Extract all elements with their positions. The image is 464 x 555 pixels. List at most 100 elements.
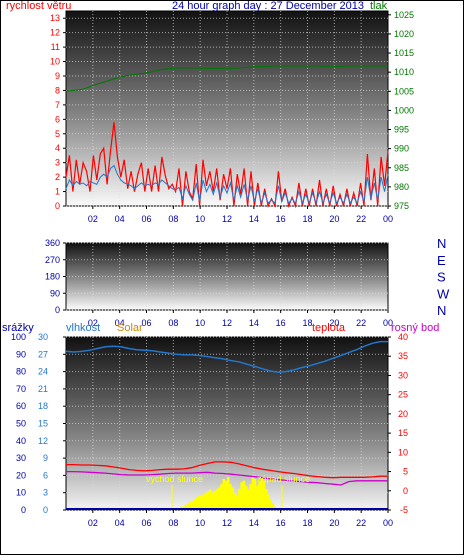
solar-bar — [231, 487, 234, 510]
compass-point-label: N — [437, 303, 446, 318]
solar-bar — [184, 504, 187, 510]
solar-bar — [262, 480, 266, 510]
solar-bar — [260, 477, 263, 510]
x-tick-label: 08 — [168, 318, 178, 328]
x-tick-label: 04 — [115, 318, 125, 328]
x-tick-label: 20 — [329, 318, 339, 328]
sunset-annotation: západ slunce — [257, 474, 310, 484]
solar-bar — [218, 487, 221, 510]
pressure-tick: 975 — [394, 201, 409, 211]
solar-bar — [204, 492, 208, 510]
x-tick-label: 16 — [276, 318, 286, 328]
temperature-tick: 5 — [403, 467, 408, 477]
temperature-label: teplota — [312, 322, 346, 334]
pressure-tick: 1020 — [394, 29, 414, 39]
solar-bar — [251, 475, 255, 510]
rain-tick: 20 — [16, 470, 26, 480]
solar-bar — [244, 485, 248, 510]
x-tick-label: 02 — [88, 214, 98, 224]
solar-bar — [202, 494, 205, 510]
pressure-label: tlak — [370, 0, 388, 12]
temperature-tick: -5 — [400, 505, 408, 515]
wind-speed-tick: 7 — [55, 100, 60, 110]
pressure-tick: 980 — [394, 182, 409, 192]
series-magenta — [66, 470, 388, 486]
wind-speed-tick: 6 — [55, 114, 60, 124]
rain-tick: 100 — [11, 332, 26, 342]
humidity-tick: 0 — [43, 505, 48, 515]
x-tick-label: 12 — [222, 214, 232, 224]
humidity-tick: 21 — [38, 384, 48, 394]
rain-tick: 90 — [16, 349, 26, 359]
solar-bar — [265, 489, 268, 510]
temperature-tick: 35 — [398, 351, 408, 361]
solar-bar — [193, 499, 196, 510]
wind-speed-tick: 5 — [55, 129, 60, 139]
x-tick-label: 10 — [195, 518, 205, 528]
temperature-tick: 15 — [398, 428, 408, 438]
humidity-tick: 24 — [38, 367, 48, 377]
pressure-tick: 1005 — [394, 86, 414, 96]
rain-tick: 10 — [16, 488, 26, 498]
direction-degree-tick: 0 — [55, 305, 60, 315]
x-tick-label: 20 — [329, 518, 339, 528]
solar-bar — [233, 492, 237, 510]
wind-direction-grid — [66, 242, 388, 311]
sunrise-annotation: východ slunce — [146, 474, 203, 484]
humidity-tick: 18 — [38, 401, 48, 411]
wind-speed-tick: 8 — [55, 85, 60, 95]
compass-point-label: W — [437, 286, 450, 301]
solar-bar — [220, 484, 223, 510]
x-tick-label: 02 — [88, 318, 98, 328]
rain-tick: 50 — [16, 419, 26, 429]
solar-bar — [222, 478, 225, 510]
series-line-red — [65, 122, 389, 209]
humidity-temp-ticks: 0102030405060708090100036912151821242730… — [11, 332, 408, 528]
x-tick-label: 00 — [383, 214, 393, 224]
wind-pressure-series — [65, 65, 389, 209]
wind-speed-tick: 11 — [51, 42, 60, 52]
pressure-tick: 995 — [394, 125, 409, 135]
solar-bar — [224, 480, 228, 510]
x-tick-label: 06 — [141, 518, 151, 528]
x-tick-label: 14 — [249, 214, 259, 224]
wind-speed-tick: 3 — [55, 158, 60, 168]
pressure-tick: 985 — [394, 163, 409, 173]
rain-tick: 40 — [16, 436, 26, 446]
humidity-tick: 6 — [43, 470, 48, 480]
solar-bar — [206, 491, 210, 510]
pressure-tick: 1000 — [394, 105, 414, 115]
series-line-green — [65, 65, 388, 92]
x-tick-label: 18 — [302, 214, 312, 224]
solar-bar — [197, 496, 201, 510]
solar-bar — [249, 484, 252, 510]
x-tick-label: 04 — [115, 214, 125, 224]
x-tick-label: 18 — [302, 318, 312, 328]
series-line-line_blue — [65, 164, 389, 205]
solar-bar — [269, 499, 272, 510]
x-tick-label: 06 — [141, 214, 151, 224]
pressure-tick: 1015 — [394, 48, 414, 58]
wind-speed-tick: 2 — [55, 172, 60, 182]
wind-pressure-ticks: 0123456789101112139759809859909951000100… — [50, 10, 414, 224]
x-tick-label: 12 — [222, 518, 232, 528]
temperature-tick: 0 — [403, 486, 408, 496]
x-tick-label: 02 — [88, 518, 98, 528]
x-tick-label: 22 — [356, 318, 366, 328]
wind-speed-label: rychlost větru — [6, 0, 71, 12]
rain-tick: 70 — [16, 384, 26, 394]
wind-speed-tick: 9 — [55, 71, 60, 81]
x-tick-label: 22 — [356, 518, 366, 528]
x-tick-label: 10 — [195, 214, 205, 224]
solar-bar — [195, 497, 199, 510]
solar-bar — [235, 496, 239, 510]
humidity-temp-series — [65, 340, 388, 510]
series-red — [66, 461, 388, 479]
solar-bar — [242, 480, 246, 510]
rain-tick: 0 — [21, 505, 26, 515]
temperature-tick: 40 — [398, 332, 408, 342]
solar-bar — [247, 489, 250, 510]
solar-bar — [227, 477, 230, 510]
pressure-tick: 1010 — [394, 67, 414, 77]
